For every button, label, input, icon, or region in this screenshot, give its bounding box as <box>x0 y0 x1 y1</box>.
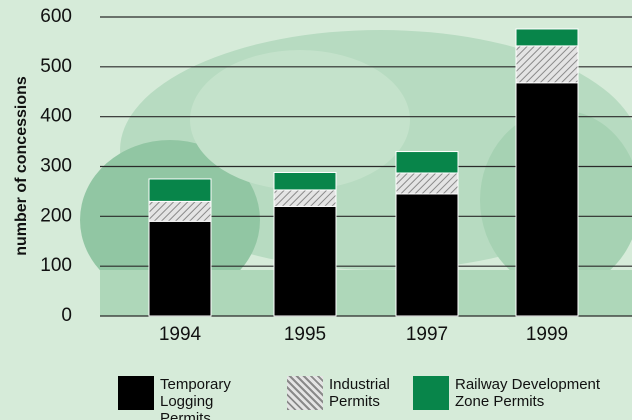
y-axis-label: number of concessions <box>13 76 30 256</box>
x-tick-label: 1994 <box>159 324 202 345</box>
legend-swatch <box>287 376 323 410</box>
bar-segment <box>516 46 578 83</box>
bar-segment <box>274 172 336 189</box>
legend-item: Industrial Permits <box>287 376 409 410</box>
bar-segment <box>149 179 211 201</box>
bar-segment <box>516 29 578 46</box>
x-tick-label: 1999 <box>526 324 568 345</box>
x-tick-label: 1995 <box>284 324 326 345</box>
legend-item: Railway Development Zone Permits <box>413 376 630 410</box>
bar-segment <box>516 83 578 316</box>
legend-label: Temporary Logging Permits <box>160 376 260 420</box>
bar-segment <box>149 221 211 316</box>
chart: number of concessions 0 100 200 300 400 500 60… <box>0 0 632 370</box>
y-tick-label: 200 <box>40 205 72 226</box>
bar-segment <box>396 194 458 316</box>
legend-item: Temporary Logging Permits <box>118 376 260 420</box>
y-tick-label: 300 <box>40 156 72 177</box>
y-tick-label: 100 <box>40 255 72 276</box>
legend-label: Industrial Permits <box>329 376 409 410</box>
legend-swatch <box>118 376 154 410</box>
bar-segment <box>396 173 458 194</box>
legend-label: Railway Development Zone Permits <box>455 376 630 410</box>
bar-segment <box>274 190 336 206</box>
bar-segment <box>149 201 211 221</box>
y-tick-label: 400 <box>40 106 72 127</box>
y-tick-label: 0 <box>61 305 72 326</box>
y-tick-label: 500 <box>40 56 72 77</box>
legend-swatch <box>413 376 449 410</box>
bar-segment <box>274 206 336 316</box>
bar-segment <box>396 152 458 173</box>
chart-page: number of concessions 0 100 200 300 400 500 60… <box>0 0 632 420</box>
y-tick-label: 600 <box>40 6 72 27</box>
x-tick-label: 1997 <box>406 324 448 345</box>
